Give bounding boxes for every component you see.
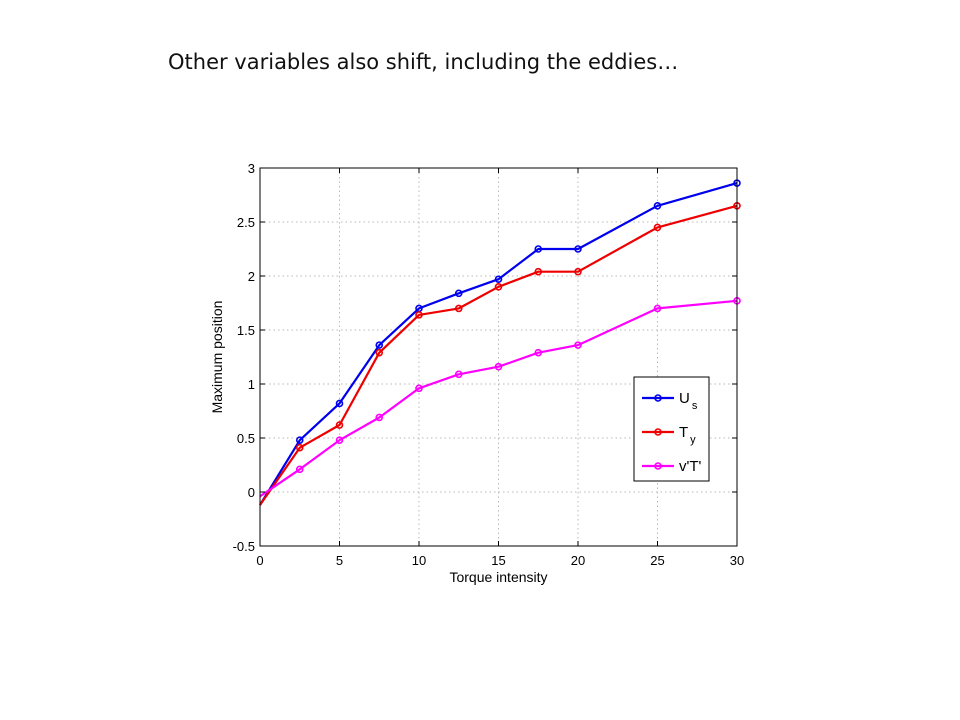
y-tick-label: 1 <box>248 377 255 392</box>
legend-swatch-marker <box>654 394 662 402</box>
data-point <box>335 421 344 429</box>
data-point <box>494 282 503 291</box>
legend-label-main: U <box>679 390 690 407</box>
legend-label-subscript: s <box>692 400 698 412</box>
y-tick-label: -0.5 <box>233 539 255 554</box>
y-tick-label: 0.5 <box>237 431 255 446</box>
y-tick-label: 2 <box>248 269 255 284</box>
series-line <box>259 182 738 506</box>
legend-label-main: v'T' <box>679 458 702 475</box>
legend-label-main: T <box>679 424 688 441</box>
x-tick-label: 15 <box>491 553 505 568</box>
legend-box <box>633 376 710 482</box>
series-2 <box>259 297 741 498</box>
data-point <box>574 341 582 349</box>
legend-label-subscript: y <box>690 434 696 446</box>
y-tick-label: 3 <box>248 161 255 176</box>
data-point <box>534 267 543 276</box>
data-point <box>454 289 463 298</box>
series-line <box>259 299 738 498</box>
series-1 <box>259 202 741 506</box>
x-tick-label: 20 <box>571 553 585 568</box>
data-point <box>454 304 463 313</box>
y-tick-label: 1.5 <box>237 323 255 338</box>
x-axis-label: Torque intensity <box>449 569 547 585</box>
data-point <box>375 348 384 357</box>
legend-swatch-marker <box>654 462 662 470</box>
data-point <box>534 245 543 253</box>
axes: 0 5 10 15 20 25 30-0.500.511.522.53 <box>233 161 745 568</box>
x-tick-label: 5 <box>336 553 343 568</box>
data-point <box>653 202 662 210</box>
data-point <box>494 275 503 284</box>
series-line <box>259 204 738 506</box>
x-tick-label: 25 <box>650 553 664 568</box>
data-point <box>415 384 423 393</box>
slide-title: Other variables also shift, including th… <box>168 50 679 74</box>
legend-item-2: v'T' <box>642 458 702 475</box>
data-point <box>574 245 582 253</box>
data-point <box>335 399 344 408</box>
series-layer <box>259 179 741 506</box>
y-tick-label: 2.5 <box>237 215 255 230</box>
y-axis-label: Maximum position <box>209 301 225 414</box>
data-point <box>653 223 662 232</box>
data-point <box>295 465 304 474</box>
data-point <box>335 436 344 444</box>
data-point <box>454 370 463 379</box>
x-tick-label: 30 <box>730 553 744 568</box>
data-point <box>534 348 543 357</box>
data-point <box>375 341 384 349</box>
data-point <box>295 443 304 452</box>
legend-swatch-marker <box>654 428 662 436</box>
legend-label: v'T' <box>679 458 702 475</box>
x-tick-label: 10 <box>412 553 426 568</box>
data-point <box>375 413 384 422</box>
y-tick-label: 0 <box>248 485 255 500</box>
data-point <box>415 311 423 319</box>
data-point <box>574 267 582 276</box>
data-point <box>295 436 304 444</box>
data-point <box>494 362 503 371</box>
data-point <box>653 304 662 313</box>
x-tick-label: 0 <box>256 553 263 568</box>
